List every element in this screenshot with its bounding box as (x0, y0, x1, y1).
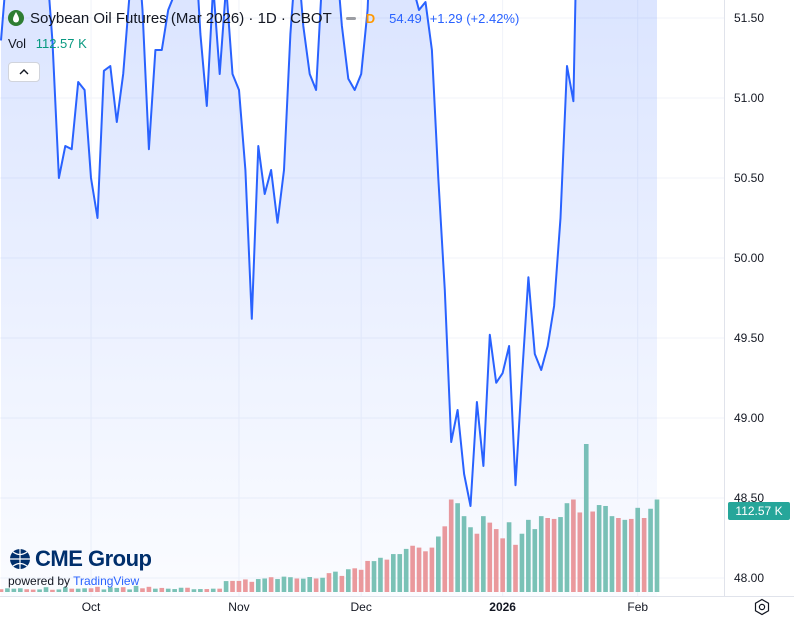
y-tick-label: 50.50 (734, 171, 764, 185)
y-tick-label: 51.00 (734, 91, 764, 105)
powered-by: powered by TradingView (8, 574, 152, 588)
cme-globe-icon (10, 549, 30, 569)
market-status-dot (345, 16, 356, 20)
x-tick-label: Dec (350, 600, 371, 614)
chart-title: Soybean Oil Futures (Mar 2026) · 1D · CB… (30, 9, 332, 27)
volume-label: Vol (8, 36, 27, 51)
y-tick-label: 48.50 (734, 491, 764, 505)
volume-badge-text: 112.57 K (735, 504, 782, 518)
x-tick-label: Oct (82, 600, 101, 614)
chart-header: Soybean Oil Futures (Mar 2026) · 1D · CB… (8, 8, 519, 28)
volume-badge (728, 502, 790, 520)
collapse-legend-button[interactable] (8, 62, 40, 82)
x-tick-label: 2026 (489, 600, 516, 614)
soybean-oil-drop-icon (8, 10, 24, 26)
volume-value: 112.57 K (35, 36, 87, 51)
y-tick-label: 51.50 (734, 11, 764, 25)
y-tick-label: 50.00 (734, 251, 764, 265)
x-tick-label: Nov (228, 600, 249, 614)
last-price: 54.49 (389, 10, 422, 26)
y-tick-label: 48.00 (734, 571, 764, 585)
price-change: +1.29 (+2.42%) (429, 10, 520, 26)
y-tick-label: 49.00 (734, 411, 764, 425)
powered-by-label: powered by (8, 574, 71, 588)
delayed-data-flag[interactable]: D (365, 10, 376, 26)
tradingview-link[interactable]: TradingView (73, 574, 140, 588)
cme-logo-text: CME Group (35, 546, 152, 571)
volume-legend: Vol 112.57 K (8, 36, 87, 51)
price-area-fill (1, 0, 657, 596)
chevron-up-icon (19, 69, 29, 75)
y-tick-label: 49.50 (734, 331, 764, 345)
price-line (0, 0, 577, 507)
x-tick-label: Feb (627, 600, 648, 614)
gear-icon[interactable] (753, 598, 771, 616)
cme-logo[interactable]: CME Group powered by TradingView (8, 546, 152, 588)
